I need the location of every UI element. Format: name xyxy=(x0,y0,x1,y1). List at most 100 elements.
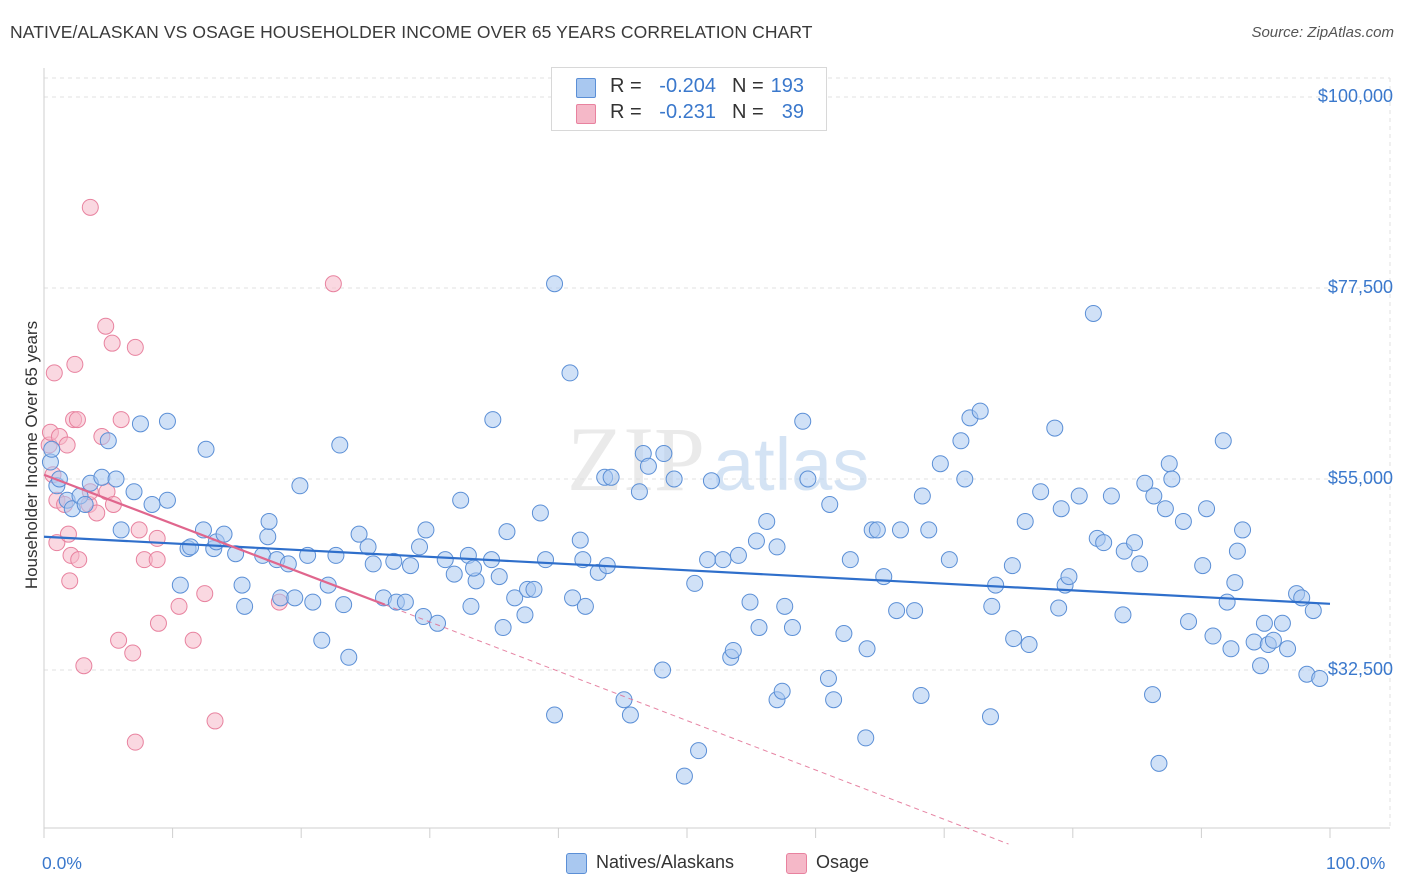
natives-point xyxy=(304,593,322,611)
osage-trend-extension xyxy=(384,604,1009,845)
natives-point xyxy=(1050,599,1068,617)
osage-point xyxy=(58,436,76,454)
natives-point xyxy=(1084,304,1102,322)
natives-point xyxy=(1198,500,1216,518)
natives-point xyxy=(516,606,534,624)
natives-point xyxy=(286,589,304,607)
osage-point xyxy=(110,631,128,649)
natives-point xyxy=(182,538,200,556)
natives-point xyxy=(1222,640,1240,658)
natives-point xyxy=(99,432,117,450)
y-tick-label: $32,500 xyxy=(1327,659,1393,679)
natives-point xyxy=(359,538,377,556)
correlation-legend: R = -0.204 N = 193 R = -0.231 N = 39 xyxy=(551,67,827,131)
natives-point xyxy=(875,568,893,586)
natives-point xyxy=(1070,487,1088,505)
watermark-atlas: atlas xyxy=(713,423,869,506)
osage-points xyxy=(40,198,342,751)
natives-point xyxy=(690,742,708,760)
legend-label: Natives/Alaskans xyxy=(596,852,735,872)
natives-point xyxy=(655,445,673,463)
osage-point xyxy=(70,551,88,569)
natives-point xyxy=(1204,627,1222,645)
natives-point xyxy=(821,495,839,513)
source-credit: Source: ZipAtlas.com xyxy=(1251,24,1394,41)
natives-point xyxy=(506,589,524,607)
natives-point xyxy=(1156,500,1174,518)
osage-point xyxy=(66,355,84,373)
natives-point xyxy=(43,440,61,458)
natives-point xyxy=(236,597,254,615)
natives-point xyxy=(131,415,149,433)
osage-point xyxy=(59,525,77,543)
x-tick-min: 0.0% xyxy=(42,853,82,873)
natives-point xyxy=(758,512,776,530)
natives-point xyxy=(571,531,589,549)
natives-point xyxy=(1095,534,1113,552)
natives-point xyxy=(125,483,143,501)
natives-point xyxy=(1214,432,1232,450)
natives-swatch-icon xyxy=(576,78,596,98)
osage-point xyxy=(126,338,144,356)
natives-point xyxy=(912,686,930,704)
natives-point xyxy=(841,551,859,569)
natives-point xyxy=(1016,512,1034,530)
natives-point xyxy=(639,457,657,475)
trend-lines xyxy=(43,473,1331,845)
natives-point xyxy=(112,521,130,539)
natives-point xyxy=(913,487,931,505)
natives-point xyxy=(1218,593,1236,611)
chart-title: NATIVE/ALASKAN VS OSAGE HOUSEHOLDER INCO… xyxy=(10,22,813,42)
natives-point xyxy=(1273,614,1291,632)
natives-point xyxy=(630,483,648,501)
natives-point xyxy=(981,708,999,726)
natives-point xyxy=(445,565,463,583)
natives-point xyxy=(1126,534,1144,552)
n-value: 193 xyxy=(770,75,804,97)
natives-point xyxy=(654,661,672,679)
natives-point xyxy=(364,555,382,573)
natives-point xyxy=(350,525,368,543)
legend-label: Osage xyxy=(816,852,870,872)
natives-point xyxy=(171,576,189,594)
natives-point xyxy=(741,593,759,611)
natives-point xyxy=(158,412,176,430)
natives-point xyxy=(537,551,555,569)
natives-legend-icon xyxy=(566,853,587,874)
osage-point xyxy=(148,551,166,569)
natives-point xyxy=(417,521,435,539)
osage-point xyxy=(170,597,188,615)
y-tick-label: $77,500 xyxy=(1327,277,1393,297)
natives-point xyxy=(546,706,564,724)
natives-point xyxy=(1194,557,1212,575)
natives-point xyxy=(335,596,353,614)
osage-point xyxy=(148,529,166,547)
natives-point xyxy=(1046,419,1064,437)
natives-point xyxy=(1136,474,1154,492)
natives-point xyxy=(107,470,125,488)
natives-point xyxy=(531,504,549,522)
natives-point xyxy=(465,559,483,577)
natives-trend-line xyxy=(43,535,1331,605)
n-label: N = xyxy=(732,101,764,123)
natives-point xyxy=(1226,574,1244,592)
natives-point xyxy=(1020,636,1038,654)
natives-point xyxy=(331,436,349,454)
osage-legend-icon xyxy=(786,853,807,874)
natives-point xyxy=(1160,455,1178,473)
natives-point xyxy=(411,538,429,556)
osage-point xyxy=(324,275,342,293)
r-value: -0.204 xyxy=(659,75,716,97)
natives-point xyxy=(768,538,786,556)
natives-point xyxy=(564,589,582,607)
natives-point xyxy=(799,470,817,488)
natives-point xyxy=(1180,613,1198,631)
natives-point xyxy=(699,551,717,569)
osage-point xyxy=(103,334,121,352)
natives-point xyxy=(462,597,480,615)
natives-point xyxy=(940,551,958,569)
natives-point xyxy=(868,521,886,539)
natives-point xyxy=(665,470,683,488)
x-tick-max: 100.0% xyxy=(1326,853,1386,873)
